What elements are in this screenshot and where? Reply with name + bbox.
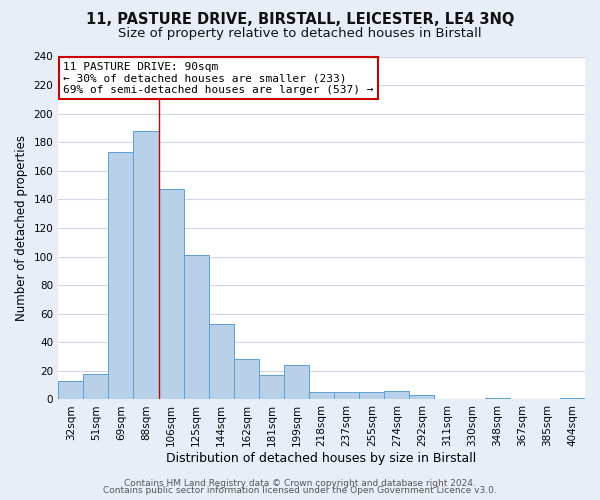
Text: Contains public sector information licensed under the Open Government Licence v3: Contains public sector information licen…	[103, 486, 497, 495]
Bar	[58, 381, 83, 400]
Text: 11, PASTURE DRIVE, BIRSTALL, LEICESTER, LE4 3NQ: 11, PASTURE DRIVE, BIRSTALL, LEICESTER, …	[86, 12, 514, 28]
Bar	[560, 398, 585, 400]
Bar	[409, 395, 434, 400]
Bar	[359, 392, 385, 400]
Bar	[158, 190, 184, 400]
X-axis label: Distribution of detached houses by size in Birstall: Distribution of detached houses by size …	[166, 452, 477, 465]
Bar	[309, 392, 334, 400]
Bar	[334, 392, 359, 400]
Bar	[485, 398, 510, 400]
Bar	[385, 391, 409, 400]
Bar	[109, 152, 133, 400]
Bar	[284, 365, 309, 400]
Bar	[259, 375, 284, 400]
Bar	[234, 360, 259, 400]
Bar	[209, 324, 234, 400]
Bar	[133, 131, 158, 400]
Text: Size of property relative to detached houses in Birstall: Size of property relative to detached ho…	[118, 28, 482, 40]
Bar	[184, 255, 209, 400]
Bar	[83, 374, 109, 400]
Y-axis label: Number of detached properties: Number of detached properties	[15, 135, 28, 321]
Text: 11 PASTURE DRIVE: 90sqm
← 30% of detached houses are smaller (233)
69% of semi-d: 11 PASTURE DRIVE: 90sqm ← 30% of detache…	[64, 62, 374, 95]
Text: Contains HM Land Registry data © Crown copyright and database right 2024.: Contains HM Land Registry data © Crown c…	[124, 478, 476, 488]
